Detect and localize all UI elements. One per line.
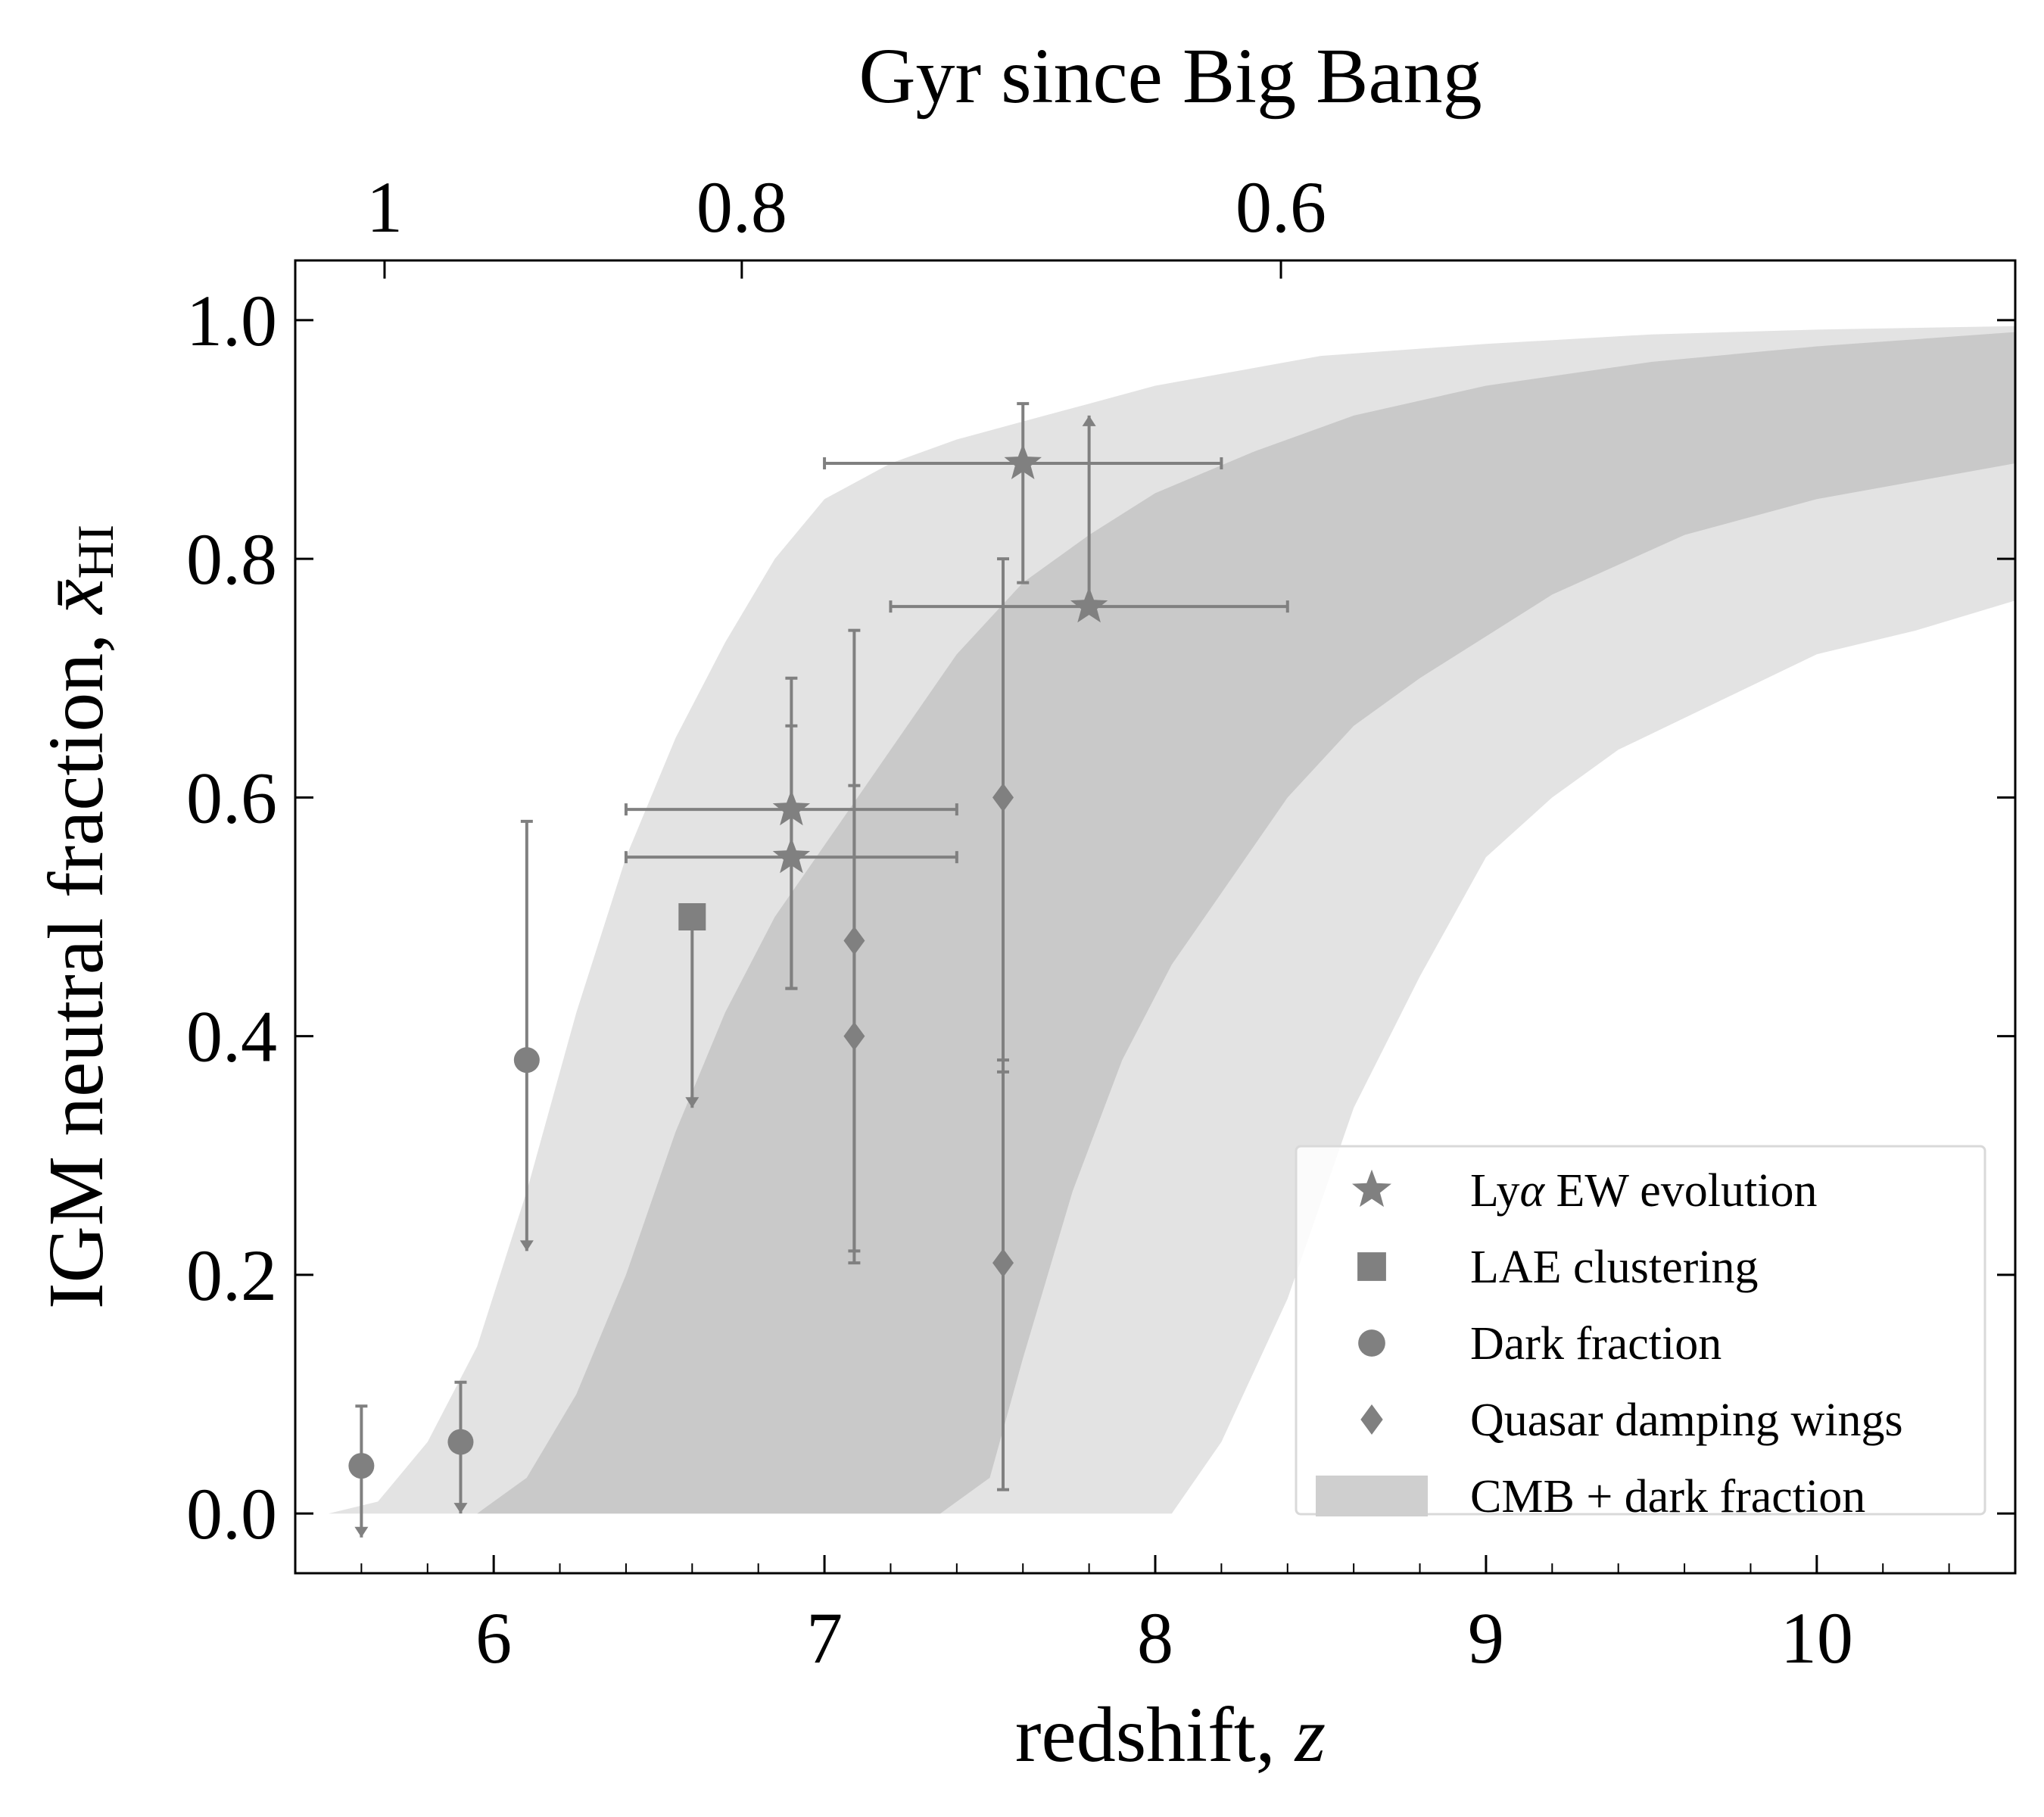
star-marker bbox=[1004, 444, 1042, 479]
limit-arrow-head bbox=[453, 1503, 468, 1514]
legend-label-text: EW evolution bbox=[1544, 1165, 1817, 1217]
x-axis-title-var: z bbox=[1294, 1691, 1326, 1778]
x-tick-label: 8 bbox=[1137, 1597, 1173, 1678]
limit-arrow-head bbox=[685, 1097, 700, 1108]
data-point-circle bbox=[513, 819, 540, 1251]
legend-star-icon bbox=[1352, 1169, 1391, 1208]
legend-label: Lyα EW evolution bbox=[1470, 1165, 1817, 1217]
legend-item: Lyα EW evolution bbox=[1352, 1165, 1817, 1217]
legend-label: Quasar damping wings bbox=[1470, 1395, 1903, 1446]
band-inner bbox=[477, 332, 2015, 1514]
legend-square-icon bbox=[1357, 1252, 1386, 1281]
top-axis-title: Gyr since Big Bang bbox=[858, 33, 1482, 120]
limit-arrow-head bbox=[1082, 415, 1096, 426]
legend-label-text: Ly bbox=[1470, 1165, 1519, 1217]
x-axis-title: redshift, z bbox=[1015, 1691, 1326, 1778]
data-point-circle bbox=[447, 1380, 474, 1514]
data-point-diamond bbox=[1082, 415, 1096, 607]
legend-label-text: Quasar damping wings bbox=[1470, 1395, 1903, 1446]
axis-ticks: 6 7 8 9 10 0.0 0.2 0.4 0.6 0.8 1.0 1 0.8 0.6 bbox=[186, 167, 2016, 1678]
data-point-circle bbox=[348, 1404, 375, 1538]
top-tick-label: 1 bbox=[366, 167, 403, 248]
y-tick-label: 0.2 bbox=[186, 1235, 277, 1316]
y-tick-label: 0.0 bbox=[186, 1473, 277, 1554]
x-axis-title-text: redshift, bbox=[1015, 1691, 1295, 1778]
star-marker bbox=[772, 837, 811, 874]
y-axis-title-sub: HI bbox=[67, 525, 124, 579]
legend-patch bbox=[1316, 1476, 1428, 1516]
top-tick-label: 0.6 bbox=[1235, 167, 1326, 248]
data-point-star bbox=[823, 402, 1223, 584]
y-tick-label: 0.8 bbox=[186, 519, 277, 600]
limit-arrow-head bbox=[519, 1240, 534, 1251]
x-tick-label: 9 bbox=[1468, 1597, 1504, 1678]
circle-marker bbox=[447, 1429, 474, 1455]
data-point-star bbox=[624, 724, 958, 990]
square-marker bbox=[678, 903, 706, 930]
diamond-marker bbox=[843, 1021, 865, 1051]
legend-label-text: CMB + dark fraction bbox=[1470, 1471, 1865, 1522]
data-point-diamond bbox=[992, 1058, 1014, 1491]
legend-label-text: Dark fraction bbox=[1470, 1318, 1722, 1370]
circle-marker bbox=[348, 1453, 375, 1479]
y-tick-label: 0.6 bbox=[186, 757, 277, 838]
data-point-square bbox=[678, 903, 706, 1108]
y-axis-title-var: x̄ bbox=[33, 579, 120, 616]
legend-diamond-icon bbox=[1360, 1404, 1383, 1435]
data-point-diamond bbox=[843, 784, 865, 1265]
y-axis-title: IGM neutral fraction, x̄HI bbox=[33, 525, 124, 1309]
x-tick-label: 7 bbox=[806, 1597, 843, 1678]
diamond-marker bbox=[992, 1248, 1014, 1278]
diamond-marker bbox=[992, 783, 1014, 812]
x-tick-label: 10 bbox=[1781, 1597, 1853, 1678]
y-tick-label: 1.0 bbox=[186, 280, 277, 361]
y-tick-label: 0.4 bbox=[186, 996, 277, 1077]
top-tick-label: 0.8 bbox=[696, 167, 787, 248]
legend-label: CMB + dark fraction bbox=[1470, 1471, 1865, 1522]
legend-item: LAE clustering bbox=[1357, 1242, 1759, 1293]
legend-item: Dark fraction bbox=[1358, 1318, 1722, 1370]
data-markers bbox=[348, 402, 1289, 1538]
legend: Lyα EW evolution LAE clustering Dark fract… bbox=[1295, 1145, 1986, 1522]
legend-label-text: LAE clustering bbox=[1470, 1242, 1759, 1293]
x-tick-label: 6 bbox=[475, 1597, 512, 1678]
confidence-bands bbox=[328, 326, 2016, 1514]
legend-label: Dark fraction bbox=[1470, 1318, 1722, 1370]
legend-label-symbol: α bbox=[1519, 1165, 1545, 1217]
circle-marker bbox=[513, 1047, 540, 1074]
legend-item: CMB + dark fraction bbox=[1316, 1471, 1865, 1522]
legend-item: Quasar damping wings bbox=[1360, 1395, 1903, 1446]
legend-label: LAE clustering bbox=[1470, 1242, 1759, 1293]
legend-box bbox=[1295, 1145, 1986, 1516]
limit-arrow-head bbox=[354, 1526, 369, 1538]
y-axis-title-text: IGM neutral fraction, bbox=[33, 614, 120, 1309]
legend-circle-icon bbox=[1358, 1329, 1385, 1357]
